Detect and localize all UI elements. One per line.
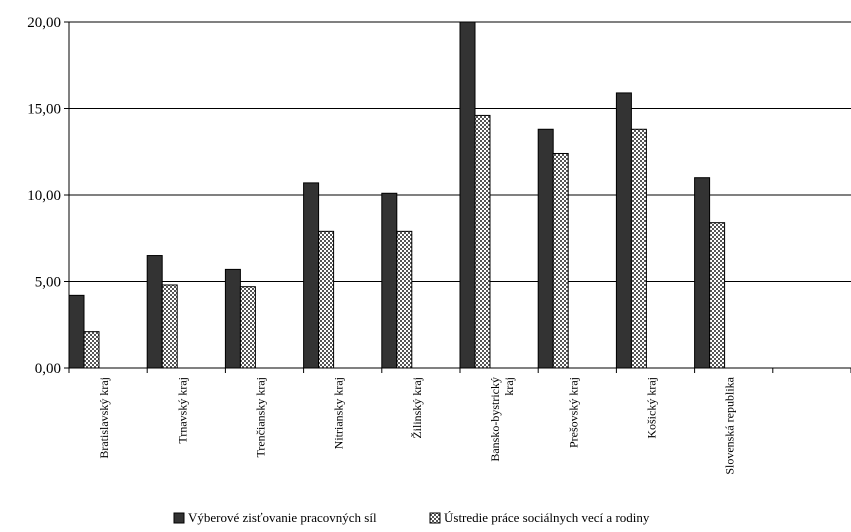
bar-series-2 bbox=[318, 230, 335, 369]
y-tick-label: 5,00 bbox=[35, 275, 61, 291]
bar-series-2 bbox=[474, 114, 491, 369]
legend-swatch-series-2 bbox=[429, 512, 441, 524]
x-category-label: Žilinský kraj bbox=[410, 377, 424, 439]
axes bbox=[68, 22, 851, 373]
bar-series-1 bbox=[224, 268, 241, 369]
x-category-label: Bratislavský kraj bbox=[97, 377, 111, 459]
x-category-label: Slovenská republika bbox=[723, 376, 737, 474]
bar-series-1 bbox=[615, 92, 632, 369]
category-labels: Bratislavský kraj Trnavský kraj Trenčiansk… bbox=[97, 376, 737, 474]
legend-label-series-2: Ústredie práce sociálnych vecí a rodiny bbox=[444, 510, 650, 525]
bar-series-1 bbox=[459, 21, 476, 369]
y-tick-label: 0,00 bbox=[35, 361, 61, 377]
bar-series-2 bbox=[83, 331, 100, 369]
bar-series-1 bbox=[537, 128, 554, 369]
bar-series-2 bbox=[161, 284, 178, 369]
y-tick-label: 15,00 bbox=[27, 102, 61, 118]
bar-series-1 bbox=[381, 192, 398, 369]
y-tick-label: 10,00 bbox=[27, 188, 61, 204]
bar-series-2 bbox=[630, 128, 647, 369]
bars bbox=[68, 21, 726, 369]
x-category-label: Bansko-bystrickýkraj bbox=[488, 377, 516, 462]
bar-series-1 bbox=[146, 255, 163, 369]
x-category-label: Prešovský kraj bbox=[566, 377, 580, 448]
y-tick-label: 20,00 bbox=[27, 15, 61, 31]
legend-label-series-1: Výberové zisťovanie pracovných síl bbox=[188, 510, 377, 525]
x-category-label: Nitriansky kraj bbox=[332, 377, 346, 449]
bar-series-1 bbox=[303, 182, 320, 369]
bar-series-2 bbox=[239, 286, 256, 369]
bar-series-2 bbox=[396, 230, 413, 369]
x-category-label: Trnavský kraj bbox=[175, 377, 189, 444]
bar-series-1 bbox=[694, 177, 711, 369]
x-category-label: Trenčiansky kraj bbox=[254, 377, 268, 458]
x-category-label: Košický kraj bbox=[645, 377, 659, 439]
bar-series-1 bbox=[68, 294, 85, 369]
bar-series-2 bbox=[709, 222, 726, 369]
y-axis-ticks: 0,00 5,00 10,00 15,00 20,00 bbox=[27, 15, 69, 377]
legend: Výberové zisťovanie pracovných síl Ústre… bbox=[173, 510, 650, 525]
bar-series-2 bbox=[552, 152, 569, 369]
legend-swatch-series-1 bbox=[173, 512, 185, 524]
